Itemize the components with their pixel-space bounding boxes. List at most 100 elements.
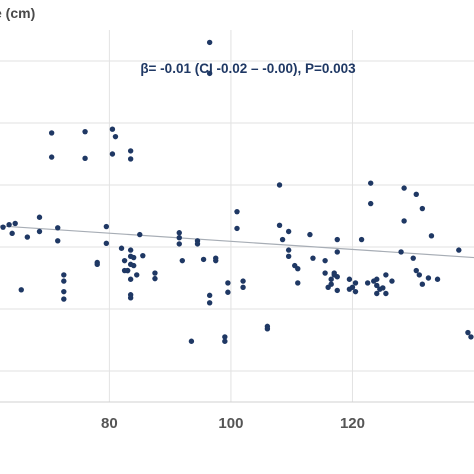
data-point xyxy=(328,281,334,287)
data-point xyxy=(176,235,182,241)
data-point xyxy=(127,276,134,282)
data-point xyxy=(200,256,207,263)
data-point xyxy=(213,257,219,264)
data-point xyxy=(352,280,359,286)
data-point xyxy=(310,255,316,261)
data-point xyxy=(358,236,365,243)
data-point xyxy=(206,300,213,306)
data-point xyxy=(103,223,110,230)
data-point xyxy=(465,329,471,336)
data-point xyxy=(103,240,110,246)
data-point xyxy=(152,270,158,276)
x-tick-label: 100 xyxy=(218,415,243,432)
data-point xyxy=(240,278,246,284)
data-point xyxy=(279,236,286,243)
regression-line xyxy=(0,225,474,259)
data-point xyxy=(234,208,240,215)
data-point xyxy=(413,267,419,274)
data-point xyxy=(307,231,313,238)
data-point xyxy=(383,290,389,297)
x-tick-label: 120 xyxy=(340,415,365,432)
regression-annotation: β= -0.01 (CI -0.02 – -0.00), P=0.003 xyxy=(140,61,356,76)
data-point xyxy=(468,334,474,340)
data-point xyxy=(112,133,119,140)
data-point xyxy=(206,70,213,77)
data-point xyxy=(331,270,337,276)
data-point xyxy=(109,126,116,132)
data-point xyxy=(130,254,137,261)
y-axis-label: e (cm) xyxy=(0,5,35,21)
data-point xyxy=(428,233,435,239)
data-point xyxy=(295,266,301,272)
data-point xyxy=(222,334,228,340)
data-point xyxy=(36,228,43,235)
data-point xyxy=(0,224,6,230)
data-point xyxy=(285,228,292,235)
data-point xyxy=(82,155,88,162)
data-point xyxy=(127,148,134,154)
data-point xyxy=(109,151,116,157)
data-point xyxy=(48,154,55,160)
data-point xyxy=(6,221,12,228)
data-point xyxy=(225,289,231,295)
data-point xyxy=(434,276,441,282)
data-point xyxy=(127,156,134,162)
data-point xyxy=(206,39,213,46)
data-point xyxy=(225,280,231,286)
data-point xyxy=(134,272,140,278)
data-point xyxy=(61,278,67,284)
data-point xyxy=(413,191,419,197)
data-point xyxy=(419,281,426,287)
data-point xyxy=(334,287,340,294)
grid-layer xyxy=(0,30,474,402)
data-point xyxy=(127,295,134,301)
data-point xyxy=(24,234,31,240)
data-point xyxy=(334,249,340,255)
data-point xyxy=(401,185,407,191)
data-point xyxy=(188,338,195,344)
data-point xyxy=(234,225,240,232)
data-point xyxy=(194,241,201,247)
data-point xyxy=(334,274,340,280)
data-point xyxy=(425,275,432,281)
data-points xyxy=(0,39,474,344)
data-point xyxy=(295,280,301,286)
data-point xyxy=(367,200,374,207)
data-point xyxy=(36,214,43,220)
data-point xyxy=(18,287,24,293)
data-point xyxy=(322,257,328,264)
data-point xyxy=(118,245,125,251)
data-point xyxy=(127,247,134,253)
data-point xyxy=(374,282,380,289)
data-point xyxy=(264,326,271,332)
data-point xyxy=(130,262,137,269)
data-point xyxy=(383,272,389,278)
data-point xyxy=(121,257,128,264)
data-point xyxy=(61,288,67,295)
data-point xyxy=(456,247,462,253)
data-point xyxy=(328,276,334,282)
data-point xyxy=(285,253,292,259)
data-point xyxy=(349,284,356,290)
x-tick-label: 80 xyxy=(101,415,118,432)
data-point xyxy=(380,285,386,291)
data-point xyxy=(374,276,380,282)
data-point xyxy=(410,255,416,261)
data-point xyxy=(55,238,61,244)
data-point xyxy=(179,257,186,264)
data-point xyxy=(276,182,283,188)
data-point xyxy=(367,180,374,186)
data-point xyxy=(140,252,146,259)
data-point xyxy=(334,236,340,243)
data-point xyxy=(389,278,395,284)
data-point xyxy=(398,249,404,255)
data-point xyxy=(94,261,100,268)
data-point xyxy=(9,230,15,237)
data-point xyxy=(322,270,328,276)
data-point xyxy=(346,276,353,282)
data-point xyxy=(222,338,228,344)
data-point xyxy=(374,290,380,297)
data-point xyxy=(12,220,18,227)
data-point xyxy=(61,272,67,278)
